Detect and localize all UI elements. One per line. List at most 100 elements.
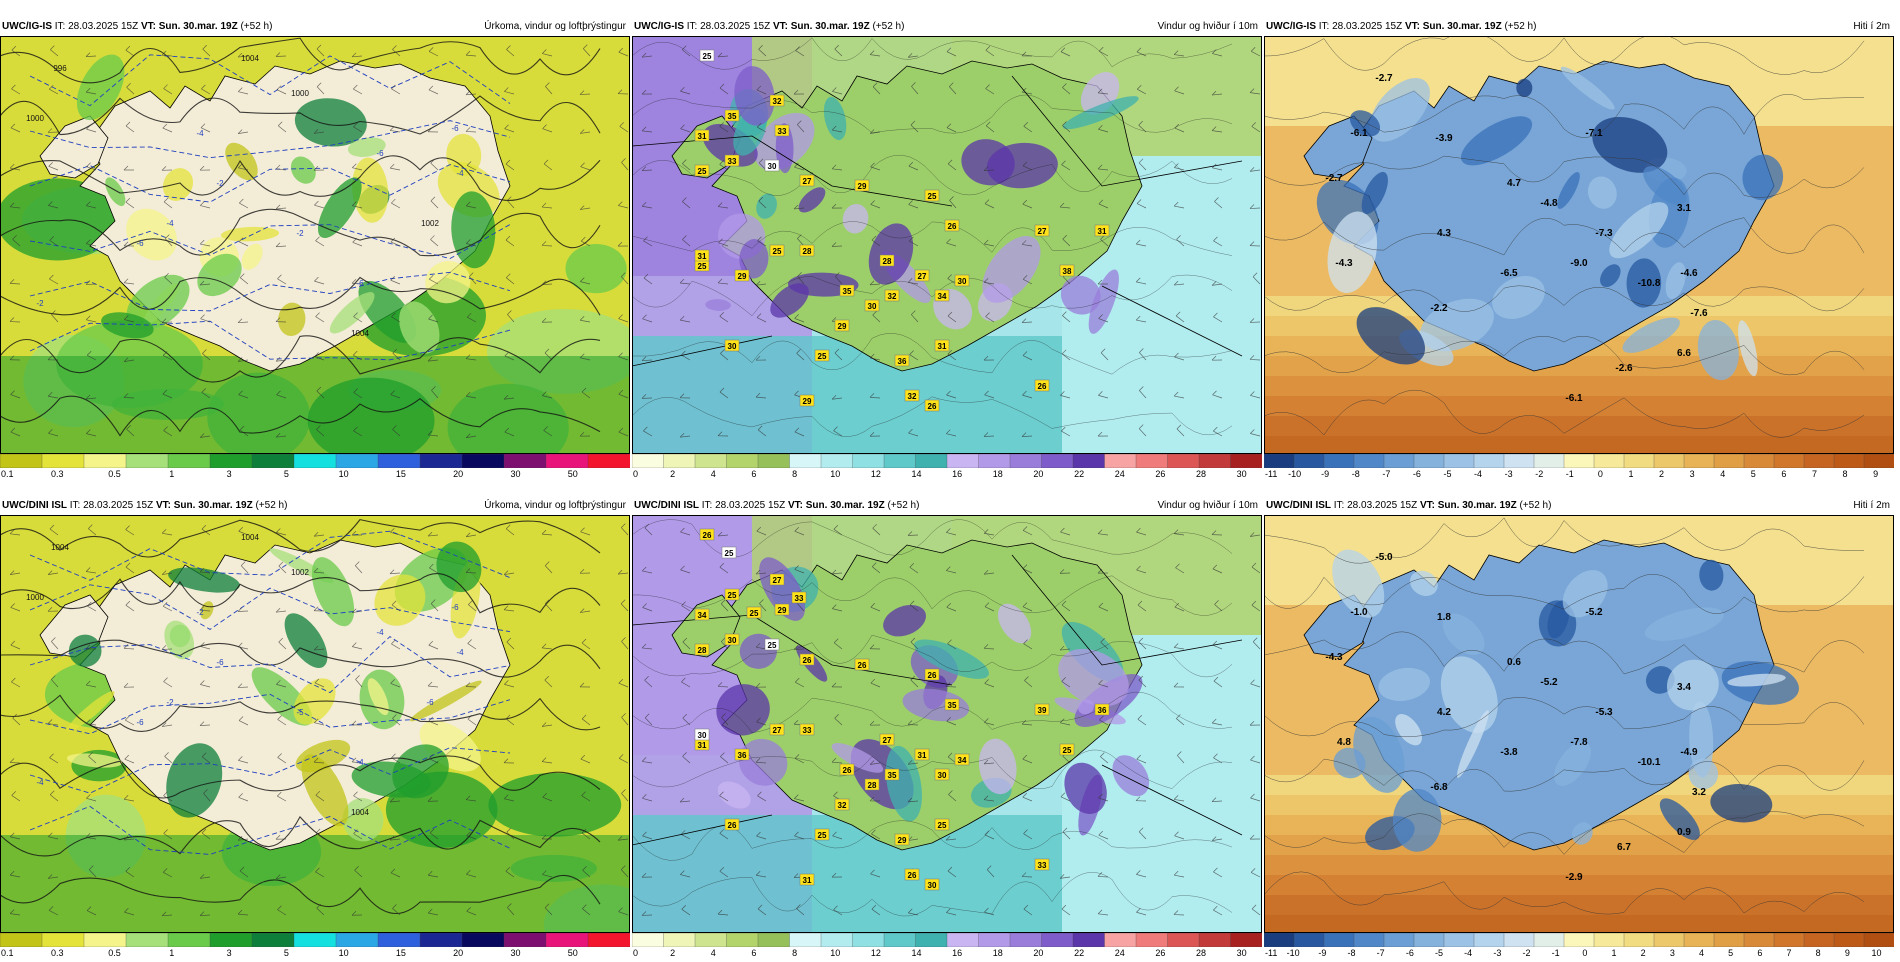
colorbar-swatch — [727, 454, 759, 468]
wind-value-label: 25 — [765, 639, 779, 650]
temperature-value: -3.8 — [1500, 747, 1518, 758]
init-time-value: 28.03.2025 15Z — [68, 21, 138, 32]
colorbar-swatch — [1414, 933, 1445, 947]
init-time-label: IT: — [55, 21, 66, 32]
wind-value-text: 27 — [773, 726, 782, 735]
colorbar-tick-label: -2 — [1535, 468, 1543, 480]
wind-value-text: 29 — [803, 397, 812, 406]
colorbar-swatch — [1264, 933, 1295, 947]
wind-value-text: 36 — [738, 751, 747, 760]
colorbar-tick-label: 30 — [1237, 947, 1247, 959]
colorbar-tick-label: 24 — [1115, 947, 1125, 959]
temperature-isoline-label: -6 — [426, 698, 434, 707]
wind-value-label: 25 — [815, 350, 829, 361]
colorbar-swatch — [884, 454, 916, 468]
wind-value-label: 31 — [935, 340, 949, 351]
colorbar-tick-label: -5 — [1435, 947, 1443, 959]
init-time-label: IT: — [1319, 21, 1330, 32]
temperature-isoline-label: -5 — [296, 708, 304, 717]
temperature-value: 4.2 — [1437, 707, 1451, 718]
colorbar-swatch — [1654, 454, 1685, 468]
wind-value-text: 26 — [908, 871, 917, 880]
colorbar-tick-label: 28 — [1196, 947, 1206, 959]
wind-value-label: 26 — [905, 869, 919, 880]
wind-value-label: 27 — [800, 175, 814, 186]
wind-value-text: 28 — [803, 247, 812, 256]
colorbar-tick-label: 22 — [1074, 468, 1084, 480]
temperature-value: -10.1 — [1638, 757, 1661, 768]
colorbar-swatch — [1324, 933, 1355, 947]
colorbar-tick-label: -4 — [1464, 947, 1472, 959]
wind-value-label: 32 — [770, 95, 784, 106]
valid-time-label: VT: — [1405, 21, 1420, 32]
colorbar-tick-label: -5 — [1443, 468, 1451, 480]
colorbar-swatch — [758, 933, 790, 947]
valid-time-value: Sun. 30.mar. 19Z — [159, 21, 238, 32]
valid-time-label: VT: — [156, 500, 171, 511]
wind-value-label: 29 — [775, 604, 789, 615]
wind-value-text: 25 — [1063, 746, 1072, 755]
colorbar-tick-label: 2 — [1641, 947, 1646, 959]
colorbar-swatch — [1624, 454, 1655, 468]
colorbar-swatch — [1654, 933, 1685, 947]
wind-value-label: 29 — [895, 834, 909, 845]
temperature-value: -6.1 — [1565, 393, 1583, 404]
colorbar-swatch — [462, 454, 505, 468]
colorbar-tick-label: 26 — [1155, 468, 1165, 480]
colorbar-swatch — [664, 454, 696, 468]
colorbar-swatch — [1864, 454, 1894, 468]
colorbar-tick-label: 9 — [1845, 947, 1850, 959]
colorbar-tick-label: 10 — [1871, 947, 1881, 959]
colorbar-tick-label: 10 — [830, 468, 840, 480]
wind-value-label: 34 — [935, 290, 949, 301]
pressure-isobar-label: 1000 — [26, 593, 44, 602]
wind-value-text: 25 — [728, 591, 737, 600]
colorbar-swatch — [1534, 454, 1565, 468]
colorbar-swatch — [1105, 933, 1137, 947]
colorbar-swatch — [210, 933, 253, 947]
colorbar-swatch — [1834, 454, 1865, 468]
colorbar-tick-label: 30 — [510, 468, 520, 480]
wind-value-label: 30 — [725, 634, 739, 645]
colorbar-tick-label: 0 — [633, 947, 638, 959]
valid-time-label: VT: — [788, 500, 803, 511]
wind-value-text: 31 — [698, 252, 707, 261]
wind-value-label: 35 — [840, 285, 854, 296]
wind-value-label: 36 — [735, 749, 749, 760]
colorbar-swatch — [546, 933, 589, 947]
wind-value-label: 26 — [925, 669, 939, 680]
colorbar-swatch — [695, 933, 727, 947]
colorbar-swatch — [1474, 454, 1505, 468]
wind-value-label: 30 — [955, 275, 969, 286]
wind-value-label: 29 — [835, 320, 849, 331]
wind-value-label: 26 — [840, 764, 854, 775]
colorbar-swatch — [1744, 933, 1775, 947]
panel-header: UWC/DINI ISL IT: 28.03.2025 15Z VT: Sun.… — [632, 497, 1262, 515]
wind-value-text: 28 — [698, 646, 707, 655]
wind-value-label: 35 — [725, 110, 739, 121]
colorbar-swatch — [0, 454, 43, 468]
colorbar-swatch — [758, 454, 790, 468]
wind-value-text: 25 — [818, 352, 827, 361]
valid-time-value: Sun. 30.mar. 19Z — [1423, 21, 1502, 32]
colorbar-tick-label: 1 — [1628, 468, 1633, 480]
pressure-isobar-label: 1000 — [291, 89, 309, 98]
colorbar-swatch — [1714, 933, 1745, 947]
temperature-isoline-label: -2 — [196, 608, 204, 617]
colorbar-swatch — [1073, 933, 1105, 947]
wind-value-label: 25 — [695, 260, 709, 271]
colorbar-tick-label: -6 — [1413, 468, 1421, 480]
colorbar-swatch — [378, 454, 421, 468]
temperature-value: 6.7 — [1617, 842, 1631, 853]
colorbar-swatch — [790, 454, 822, 468]
wind-value-label: 27 — [770, 574, 784, 585]
colorbar-tick-label: 0 — [633, 468, 638, 480]
colorbar-tick-label: 20 — [453, 468, 463, 480]
valid-time-label: VT: — [773, 21, 788, 32]
wind-value-label: 25 — [935, 819, 949, 830]
lead-time: (+52 h) — [1519, 500, 1551, 511]
colorbar-tick-label: 6 — [751, 947, 756, 959]
